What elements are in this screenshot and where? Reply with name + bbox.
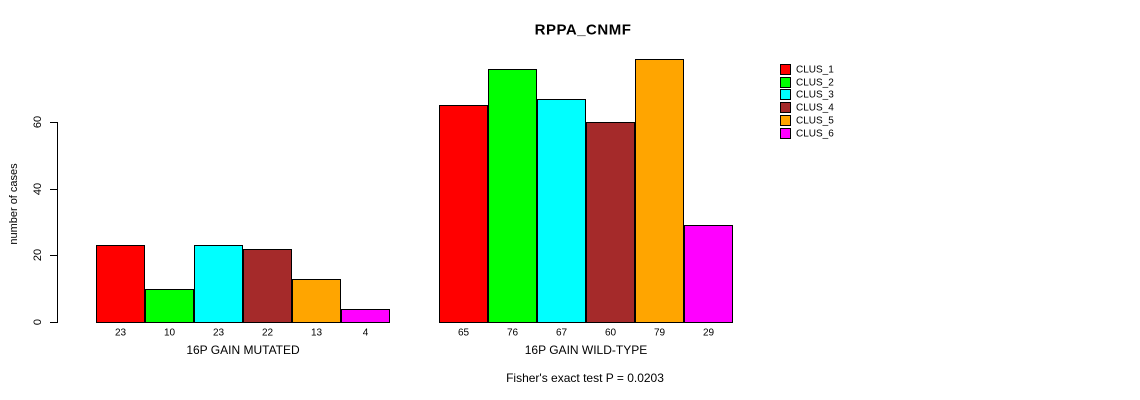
legend-label-clus-4: CLUS_4 bbox=[796, 102, 834, 114]
fisher-test-annotation: Fisher's exact test P = 0.0203 bbox=[506, 371, 664, 385]
group-label-16p-gain-wild-type: 16P GAIN WILD-TYPE bbox=[524, 343, 648, 357]
y-tick-mark-40 bbox=[50, 188, 57, 190]
legend-swatch-clus-6 bbox=[780, 127, 791, 139]
bar-value-label-clus-2-16p-gain-mutated: 10 bbox=[163, 327, 176, 339]
group-label-16p-gain-mutated: 16P GAIN MUTATED bbox=[186, 343, 300, 357]
bar-clus-5-16p-gain-mutated bbox=[292, 278, 341, 323]
legend-swatch-clus-2 bbox=[780, 76, 791, 88]
legend-swatch-clus-4 bbox=[780, 102, 791, 114]
chart-title: RPPA_CNMF bbox=[534, 21, 632, 39]
bar-value-label-clus-1-16p-gain-wild-type: 65 bbox=[457, 327, 470, 339]
y-axis-line bbox=[57, 122, 58, 323]
bar-clus-3-16p-gain-wild-type bbox=[537, 98, 586, 323]
y-tick-label-60: 60 bbox=[32, 115, 44, 129]
bar-clus-3-16p-gain-mutated bbox=[194, 245, 243, 323]
bar-value-label-clus-4-16p-gain-mutated: 22 bbox=[261, 327, 274, 339]
y-tick-label-0: 0 bbox=[32, 318, 44, 326]
legend-label-clus-6: CLUS_6 bbox=[796, 128, 834, 139]
y-axis-label: number of cases bbox=[8, 163, 20, 245]
bar-value-label-clus-3-16p-gain-mutated: 23 bbox=[212, 327, 225, 339]
bar-value-label-clus-1-16p-gain-mutated: 23 bbox=[114, 327, 127, 339]
bar-value-label-clus-4-16p-gain-wild-type: 60 bbox=[604, 327, 617, 339]
legend-label-clus-5: CLUS_5 bbox=[796, 115, 834, 127]
legend-label-clus-3: CLUS_3 bbox=[796, 89, 834, 101]
bar-clus-5-16p-gain-wild-type bbox=[635, 58, 684, 323]
bar-clus-4-16p-gain-wild-type bbox=[586, 122, 635, 323]
bar-value-label-clus-6-16p-gain-wild-type: 29 bbox=[702, 327, 715, 339]
legend-label-clus-2: CLUS_2 bbox=[796, 77, 834, 89]
y-tick-label-40: 40 bbox=[32, 182, 44, 195]
legend-swatch-clus-1 bbox=[780, 64, 791, 75]
y-tick-mark-60 bbox=[50, 122, 57, 123]
legend-swatch-clus-3 bbox=[780, 89, 791, 101]
bar-value-label-clus-6-16p-gain-mutated: 4 bbox=[362, 327, 369, 339]
bar-clus-2-16p-gain-wild-type bbox=[488, 68, 537, 323]
bar-value-label-clus-5-16p-gain-wild-type: 79 bbox=[653, 327, 666, 339]
bar-clus-2-16p-gain-mutated bbox=[145, 288, 194, 323]
y-tick-label-20: 20 bbox=[32, 249, 44, 262]
legend-label-clus-1: CLUS_1 bbox=[796, 64, 834, 76]
bar-value-label-clus-2-16p-gain-wild-type: 76 bbox=[506, 327, 519, 339]
bar-value-label-clus-3-16p-gain-wild-type: 67 bbox=[555, 327, 568, 339]
bar-clus-4-16p-gain-mutated bbox=[243, 248, 292, 323]
bar-clus-6-16p-gain-wild-type bbox=[684, 225, 733, 323]
y-tick-mark-20 bbox=[50, 255, 57, 257]
bar-clus-1-16p-gain-wild-type bbox=[439, 105, 488, 323]
bar-value-label-clus-5-16p-gain-mutated: 13 bbox=[310, 327, 323, 339]
y-tick-mark-0 bbox=[50, 322, 57, 323]
legend-swatch-clus-5 bbox=[780, 114, 791, 126]
bar-clus-1-16p-gain-mutated bbox=[96, 245, 145, 323]
bar-clus-6-16p-gain-mutated bbox=[341, 308, 390, 323]
